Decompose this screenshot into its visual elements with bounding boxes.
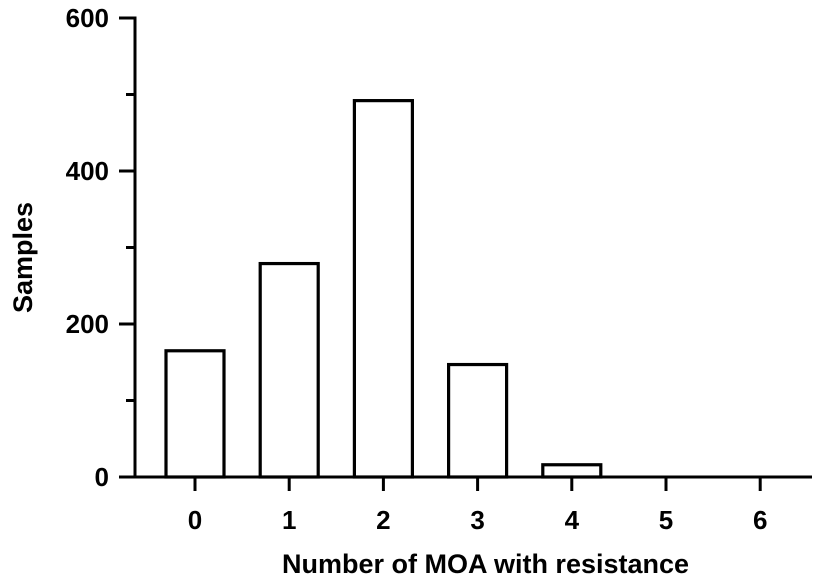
y-tick-label: 400 xyxy=(66,156,109,186)
x-tick-label: 5 xyxy=(659,505,673,535)
x-tick-label: 3 xyxy=(470,505,484,535)
y-tick-label: 200 xyxy=(66,309,109,339)
bars-layer xyxy=(164,99,603,479)
bar-1 xyxy=(258,261,320,479)
x-axis-title: Number of MOA with resistance xyxy=(282,549,689,579)
x-ticks-layer: 0 1 2 3 4 5 6 xyxy=(188,477,767,535)
bar-3 xyxy=(447,362,509,479)
y-tick-label: 0 xyxy=(95,462,109,492)
bar-0 xyxy=(164,349,226,479)
bar-2 xyxy=(352,99,414,479)
x-tick-label: 6 xyxy=(753,505,767,535)
x-tick-label: 0 xyxy=(188,505,202,535)
y-ticks-layer: 0 200 400 600 xyxy=(66,3,135,492)
bar-4 xyxy=(541,463,603,479)
x-tick-label: 1 xyxy=(282,505,296,535)
x-tick-label: 2 xyxy=(376,505,390,535)
x-tick-label: 4 xyxy=(565,505,580,535)
y-axis-title: Samples xyxy=(8,202,38,313)
y-tick-label: 600 xyxy=(66,3,109,33)
